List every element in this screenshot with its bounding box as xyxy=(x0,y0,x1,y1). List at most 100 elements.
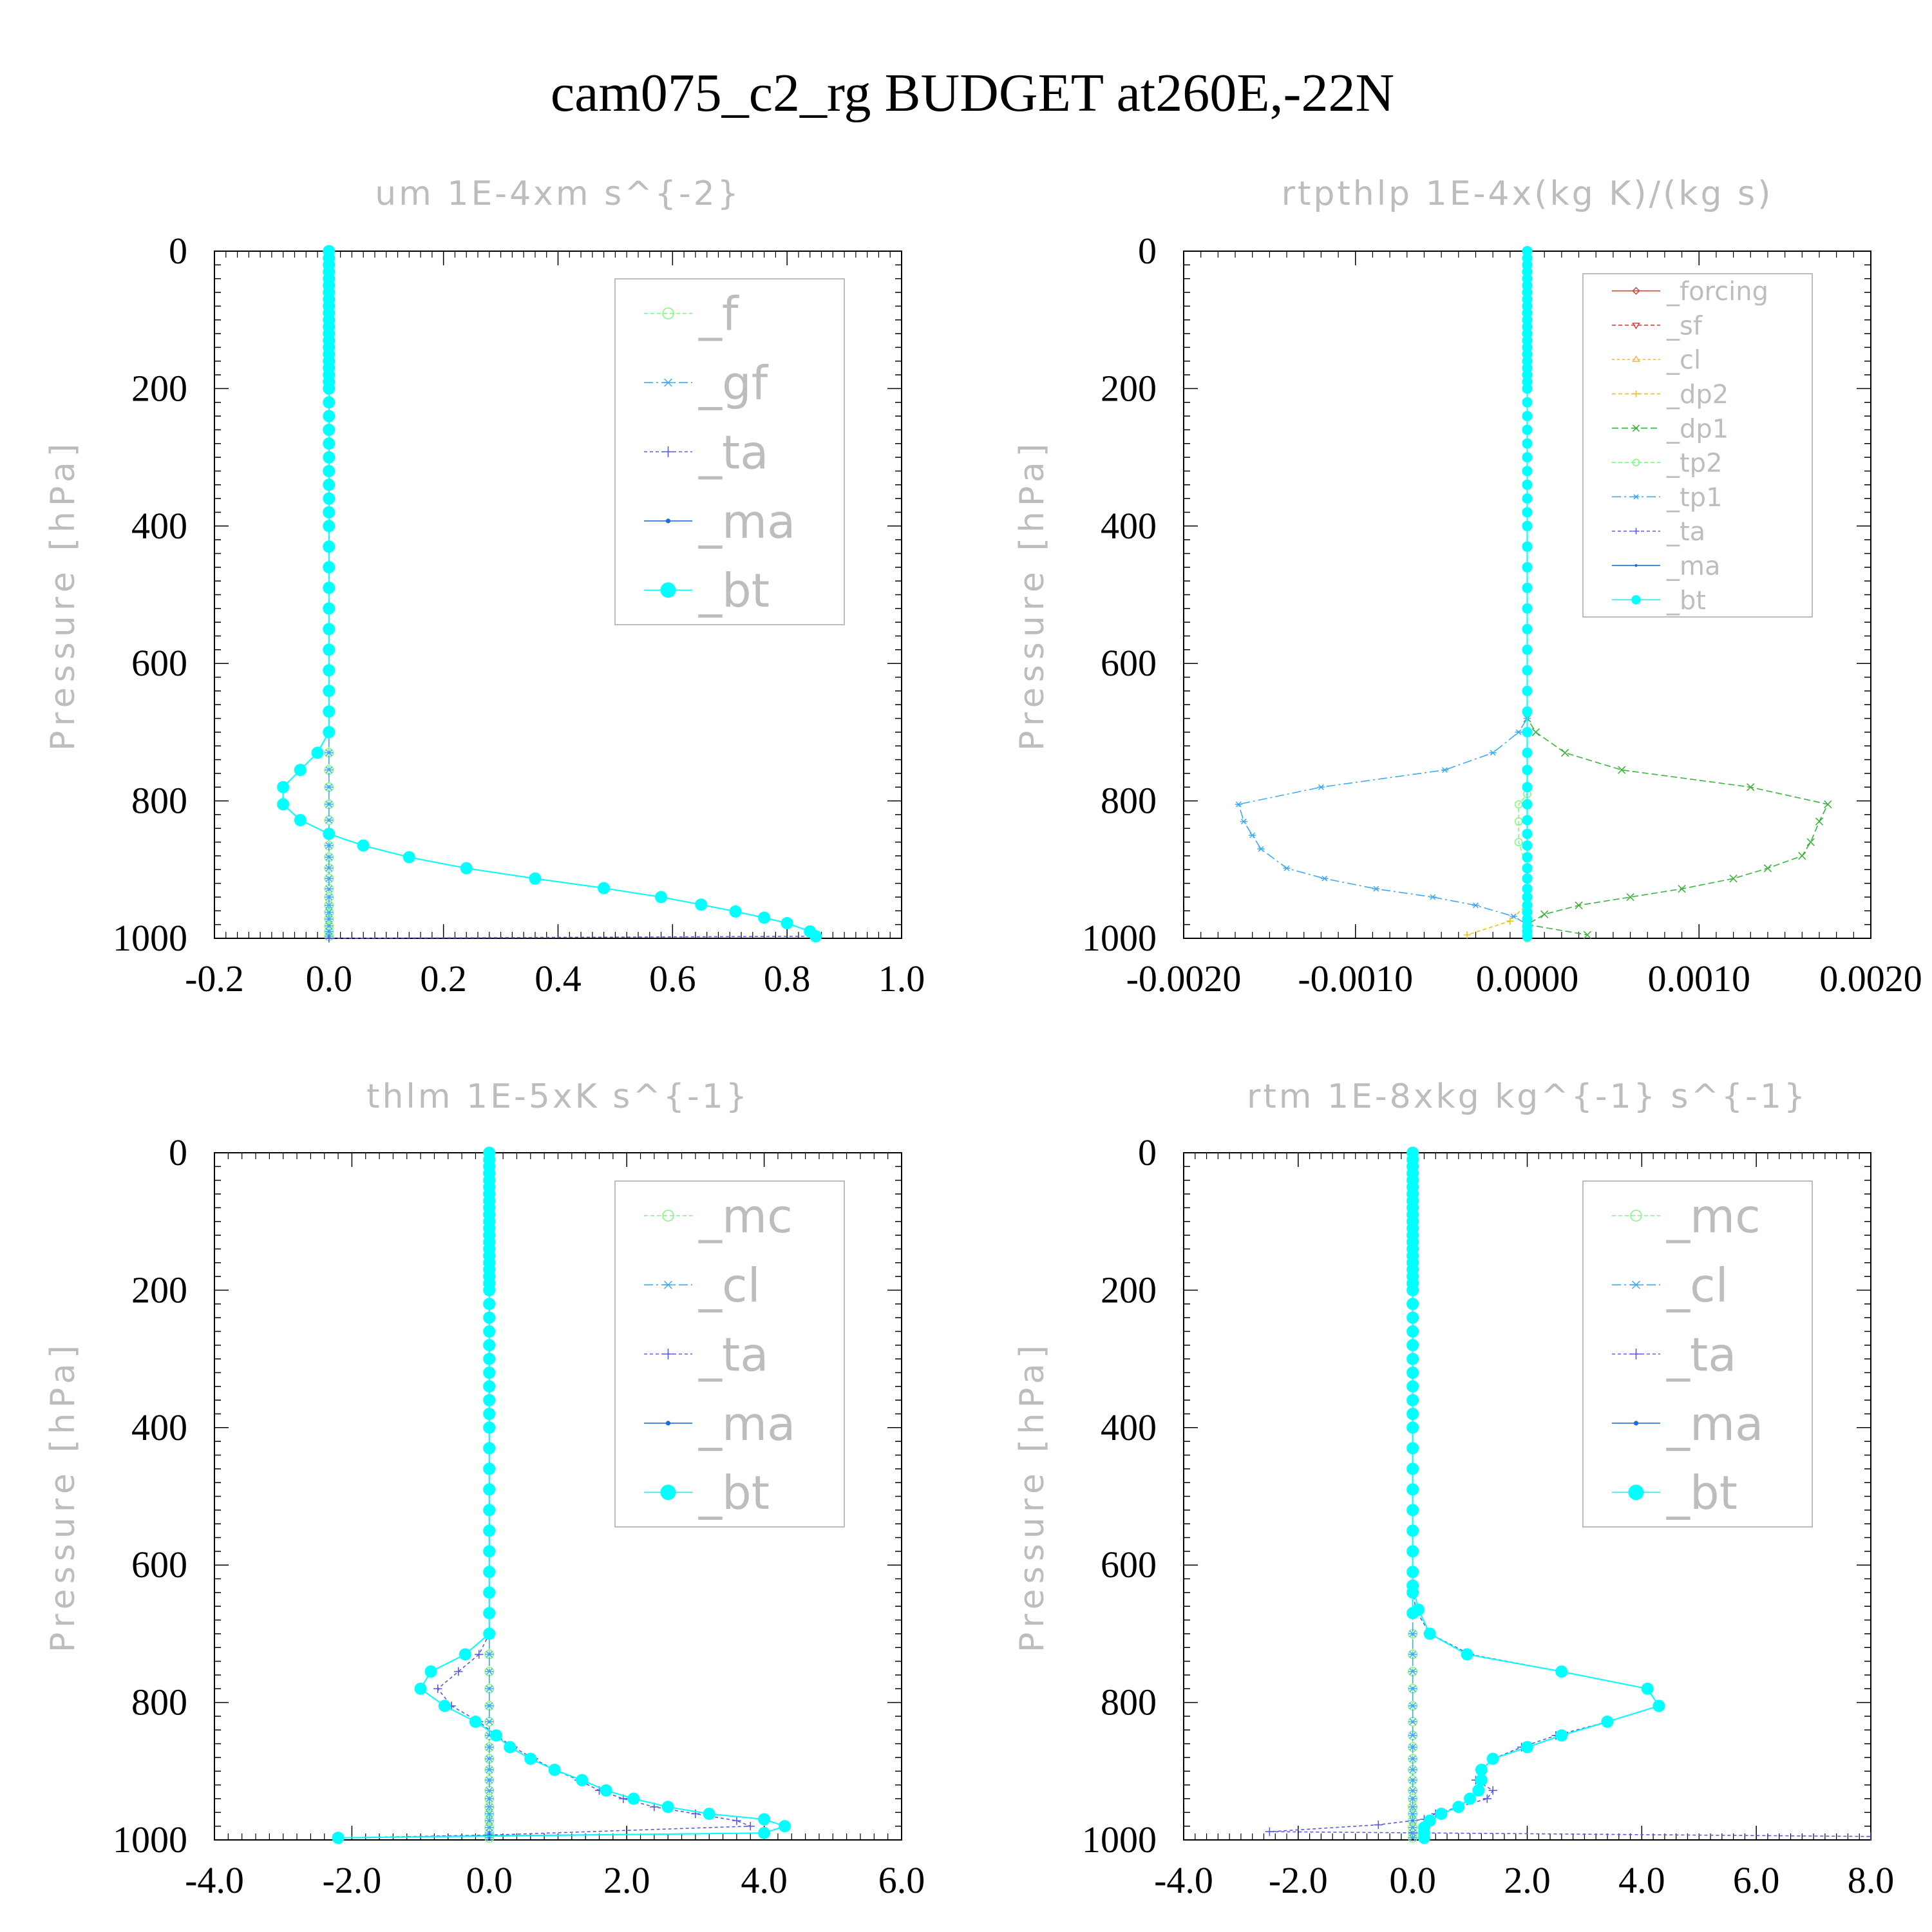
y-tick-label: 600 xyxy=(1101,1544,1157,1586)
x-tick-label: 0.2 xyxy=(420,958,467,999)
legend-item: _bt xyxy=(644,564,770,618)
data-point xyxy=(1522,782,1533,793)
data-point xyxy=(1482,1794,1492,1803)
x-tick-label: 1.0 xyxy=(878,958,925,999)
legend-item: _gf xyxy=(644,356,769,410)
data-point xyxy=(1406,1463,1419,1475)
data-point xyxy=(1522,383,1533,394)
data-point xyxy=(1618,766,1626,774)
data-point xyxy=(459,1648,471,1661)
plot-area xyxy=(332,1146,791,1844)
data-point xyxy=(1265,1827,1274,1836)
data-point xyxy=(325,893,334,901)
y-tick-label: 600 xyxy=(131,642,187,684)
data-point xyxy=(1522,891,1533,902)
legend-marker xyxy=(1633,390,1640,397)
data-point xyxy=(1406,1483,1419,1496)
data-point xyxy=(1824,800,1832,809)
legend-label: _sf xyxy=(1666,311,1703,341)
y-tick-label: 800 xyxy=(131,780,187,822)
data-point xyxy=(1583,931,1592,939)
data-point xyxy=(1522,840,1533,851)
data-point xyxy=(1522,424,1533,435)
data-point xyxy=(627,1792,640,1805)
data-point xyxy=(323,705,336,718)
data-point xyxy=(483,1325,496,1338)
data-point xyxy=(485,1718,494,1725)
y-tick-label: 200 xyxy=(131,367,187,409)
data-point xyxy=(483,1504,496,1517)
data-point xyxy=(323,396,336,409)
data-point xyxy=(323,561,336,574)
data-point xyxy=(1522,799,1533,810)
data-point xyxy=(703,1807,715,1820)
data-point xyxy=(1806,838,1815,846)
plot-area xyxy=(1235,246,1832,943)
data-point xyxy=(323,664,336,677)
data-point xyxy=(1406,1442,1419,1455)
data-point xyxy=(1317,784,1325,790)
data-point xyxy=(1522,466,1533,477)
legend-marker xyxy=(660,1484,676,1501)
legend-label: _bt xyxy=(1666,1466,1738,1520)
x-tick-label: -0.2 xyxy=(185,958,244,999)
data-point xyxy=(1441,767,1449,773)
data-point xyxy=(323,423,336,436)
data-point xyxy=(1522,452,1533,463)
data-point xyxy=(758,911,771,924)
legend-item: _f xyxy=(644,287,739,341)
data-point xyxy=(1521,1741,1533,1754)
panel-title: rtpthlp 1E-4x(kg K)/(kg s) xyxy=(1282,175,1774,213)
data-point xyxy=(1522,726,1533,737)
data-point xyxy=(1408,1630,1417,1638)
data-point xyxy=(414,1682,427,1695)
series-bt xyxy=(1406,1146,1665,1844)
data-point xyxy=(504,1741,516,1754)
data-point xyxy=(325,909,334,916)
data-point xyxy=(1408,1803,1417,1810)
y-tick-label: 200 xyxy=(1101,367,1157,409)
legend-item: _cl xyxy=(1612,1258,1728,1312)
legend-item: _dp2 xyxy=(1612,380,1728,410)
y-axis-label: Pressure [hPa] xyxy=(44,1340,82,1653)
data-point xyxy=(1408,1651,1417,1658)
data-point xyxy=(483,1407,496,1420)
data-point xyxy=(1540,910,1549,918)
legend-label: _gf xyxy=(698,356,769,410)
data-point xyxy=(729,905,742,918)
y-tick-label: 400 xyxy=(131,505,187,547)
data-point xyxy=(483,1442,496,1455)
data-point xyxy=(1522,828,1533,839)
data-point xyxy=(325,928,334,935)
panel-title: um 1E-4xm s^{-2} xyxy=(375,175,741,213)
legend-marker xyxy=(1634,564,1638,567)
data-point xyxy=(485,1651,494,1658)
data-point xyxy=(1522,931,1533,942)
data-point xyxy=(1522,685,1533,696)
data-point xyxy=(483,1421,496,1434)
data-point xyxy=(294,813,307,826)
chart-panel: rtpthlp 1E-4x(kg K)/(kg s) Pressure [hPa]… xyxy=(1013,175,1922,999)
data-point xyxy=(1522,507,1533,518)
series-bt xyxy=(1522,246,1533,942)
data-point xyxy=(485,1803,494,1810)
data-point xyxy=(485,1668,494,1675)
data-point xyxy=(483,1483,496,1496)
data-point xyxy=(1522,603,1533,614)
data-point xyxy=(1408,1668,1417,1675)
x-tick-label: 0.8 xyxy=(764,958,811,999)
legend-item: _mc xyxy=(644,1189,793,1244)
legend-marker xyxy=(1632,459,1640,466)
data-point xyxy=(325,784,334,791)
legend-marker xyxy=(660,582,676,598)
data-point xyxy=(485,1776,494,1784)
data-point xyxy=(483,1586,496,1599)
legend: _f _gf _ta _ma _bt xyxy=(614,278,845,625)
data-point xyxy=(483,1394,496,1406)
data-point xyxy=(325,875,334,882)
data-point xyxy=(485,1743,494,1751)
data-point xyxy=(325,749,334,757)
data-point xyxy=(1653,1700,1665,1712)
legend-marker xyxy=(1628,1484,1644,1501)
data-point xyxy=(1515,729,1522,735)
